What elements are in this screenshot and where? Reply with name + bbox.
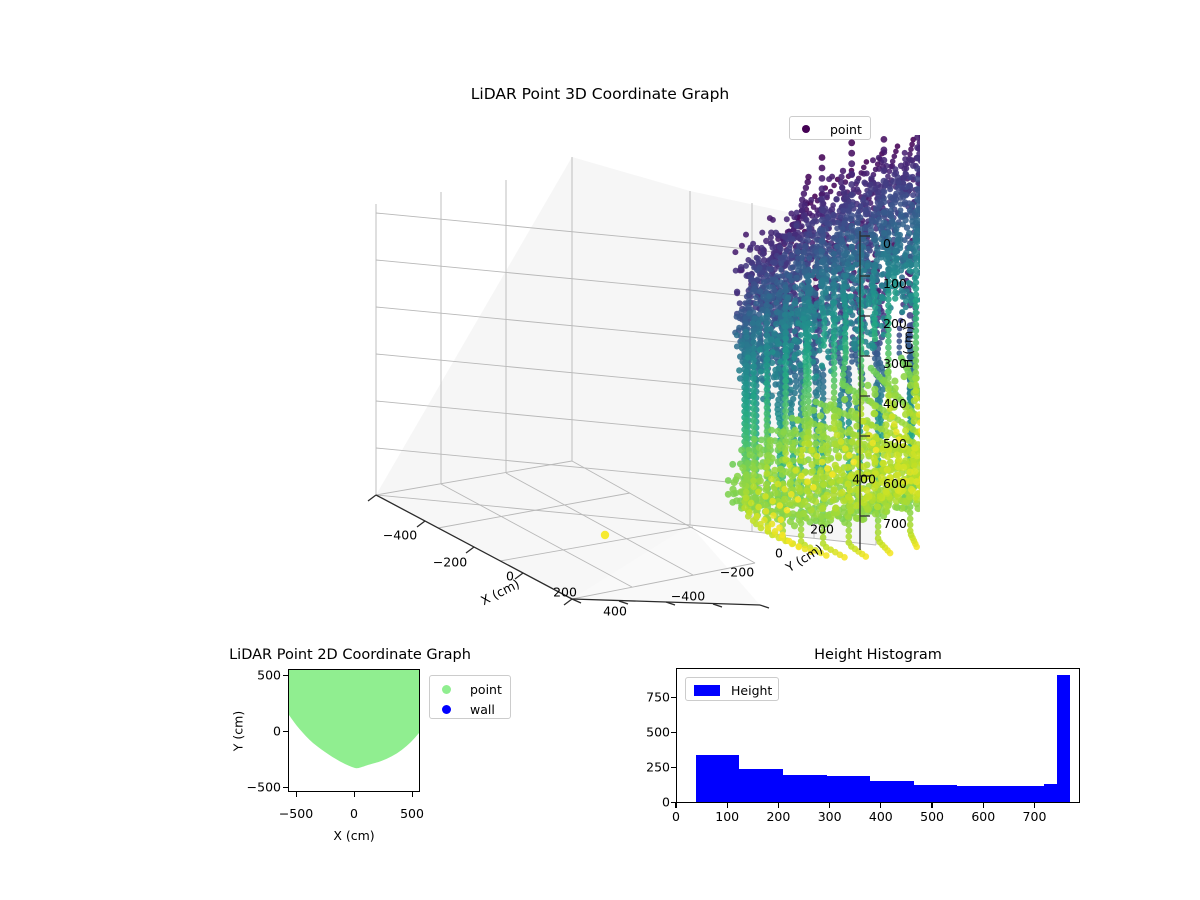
plot3d-xtick-0: −400	[383, 528, 417, 543]
hist-ytick-0: 0	[662, 795, 670, 810]
plot2d-xtick-neg500: −500	[279, 806, 313, 821]
matplotlib-figure: LiDAR Point 3D Coordinate Graph point	[0, 0, 1200, 900]
hist-xtickmark	[727, 803, 728, 808]
plot2d-xaxis-label: X (cm)	[333, 828, 374, 843]
plot2d-xtick-500: 500	[400, 806, 424, 821]
histogram-bar	[739, 769, 783, 802]
wall-marker-icon	[442, 705, 451, 714]
histogram-bar	[827, 776, 871, 802]
hist-xtickmark	[931, 803, 932, 808]
plot3d-canvas	[360, 135, 920, 625]
hist-xtick-label: 100	[715, 809, 739, 824]
legend-label-height: Height	[731, 683, 772, 698]
plot3d-xtick-4: 400	[603, 604, 627, 619]
legend-item-point-2d: point	[436, 679, 504, 699]
legend-item-height: Height	[691, 680, 773, 700]
hist-ytickmark-1	[671, 767, 676, 768]
plot3d-ytick-2: 0	[775, 546, 783, 561]
hist-ytick-750: 750	[646, 690, 670, 705]
hist-xtickmark	[778, 803, 779, 808]
plot2d-ytick-neg500: −500	[247, 780, 281, 795]
stray-point	[601, 531, 609, 539]
legend-item-wall-2d: wall	[436, 699, 504, 719]
hist-xtick-label: 200	[766, 809, 790, 824]
hist-xtickmark	[829, 803, 830, 808]
plot3d-ytick-1: −200	[720, 565, 754, 580]
plot2d-xtickmark-1	[354, 792, 355, 797]
histogram-bar	[1001, 786, 1045, 802]
plot3d-ytick-3: 200	[810, 522, 834, 537]
hist-ytick-250: 250	[646, 760, 670, 775]
plot2d-ytickmark-2	[283, 787, 288, 788]
histogram-bar	[870, 781, 914, 802]
hist-ytickmark-3	[671, 697, 676, 698]
plot3d-ztick-5: 500	[883, 436, 907, 451]
hist-xtick-label: 300	[818, 809, 842, 824]
plot2d-ytick-0: 0	[273, 724, 281, 739]
plot2d-xtickmark-0	[296, 792, 297, 797]
hist-xtickmark	[675, 803, 676, 808]
plot2d-axes[interactable]	[288, 669, 420, 792]
point-marker-icon	[442, 685, 451, 694]
hist-xtick-label: 700	[1023, 809, 1047, 824]
plot2d-title: LiDAR Point 2D Coordinate Graph	[229, 647, 471, 663]
histogram-bar	[696, 755, 740, 802]
plot2d-legend[interactable]: point wall	[429, 675, 511, 719]
hist-xtickmark	[983, 803, 984, 808]
histogram-title: Height Histogram	[814, 647, 942, 663]
plot3d-ztick-6: 600	[883, 476, 907, 491]
histogram-bar	[914, 785, 958, 802]
plot3d-ztick-4: 400	[883, 396, 907, 411]
point-marker-icon	[802, 125, 810, 133]
plot2d-point-region	[289, 670, 419, 768]
plot3d-ztick-1: 100	[883, 276, 907, 291]
plot3d-ytick-4: 400	[852, 472, 876, 487]
histogram-bar	[1044, 784, 1057, 802]
histogram-bar	[1057, 675, 1070, 802]
legend-label-wall: wall	[470, 702, 495, 717]
plot3d-axes[interactable]: −400 −200 0 200 400 X (cm) −400 −200 0 2…	[360, 135, 920, 625]
plot3d-ytick-0: −400	[671, 589, 705, 604]
plot3d-title: LiDAR Point 3D Coordinate Graph	[471, 85, 729, 103]
plot3d-ztick-7: 700	[883, 516, 907, 531]
plot2d-xtickmark-2	[412, 792, 413, 797]
hist-xtick-label: 500	[920, 809, 944, 824]
hist-ytick-500: 500	[646, 725, 670, 740]
plot2d-yaxis-label: Y (cm)	[231, 711, 246, 751]
plot2d-ytickmark-1	[283, 731, 288, 732]
hist-xtickmark	[1034, 803, 1035, 808]
height-bar-swatch-icon	[694, 685, 720, 696]
hist-xtick-label: 0	[672, 809, 680, 824]
hist-ytickmark-2	[671, 732, 676, 733]
hist-xtickmark	[880, 803, 881, 808]
plot3d-ztick-0: 0	[883, 236, 891, 251]
histogram-bar	[957, 786, 1001, 802]
plot3d-zaxis-label: H (cm)	[901, 326, 916, 368]
legend-label-point: point	[470, 682, 502, 697]
plot2d-ytickmark-0	[283, 675, 288, 676]
hist-xtick-label: 400	[869, 809, 893, 824]
plot2d-xtick-0: 0	[350, 806, 358, 821]
histogram-legend[interactable]: Height	[685, 677, 779, 701]
plot2d-canvas	[289, 670, 419, 791]
plot3d-xtick-1: −200	[433, 555, 467, 570]
plot3d-xtick-3: 200	[553, 585, 577, 600]
plot3d-point-cloud	[725, 135, 920, 561]
histogram-bar	[783, 775, 827, 802]
plot2d-ytick-500: 500	[257, 668, 281, 683]
hist-xtick-label: 600	[971, 809, 995, 824]
